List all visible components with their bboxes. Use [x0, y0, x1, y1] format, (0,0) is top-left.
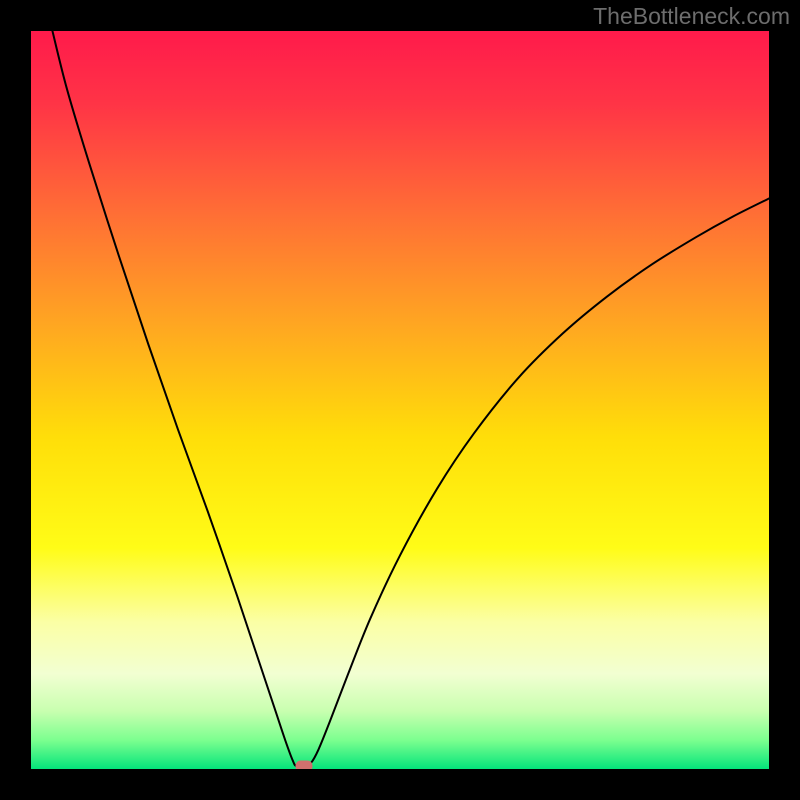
bottleneck-curve [30, 30, 770, 770]
optimum-marker [295, 761, 312, 770]
plot-area [30, 30, 770, 770]
watermark-text: TheBottleneck.com [593, 3, 790, 30]
